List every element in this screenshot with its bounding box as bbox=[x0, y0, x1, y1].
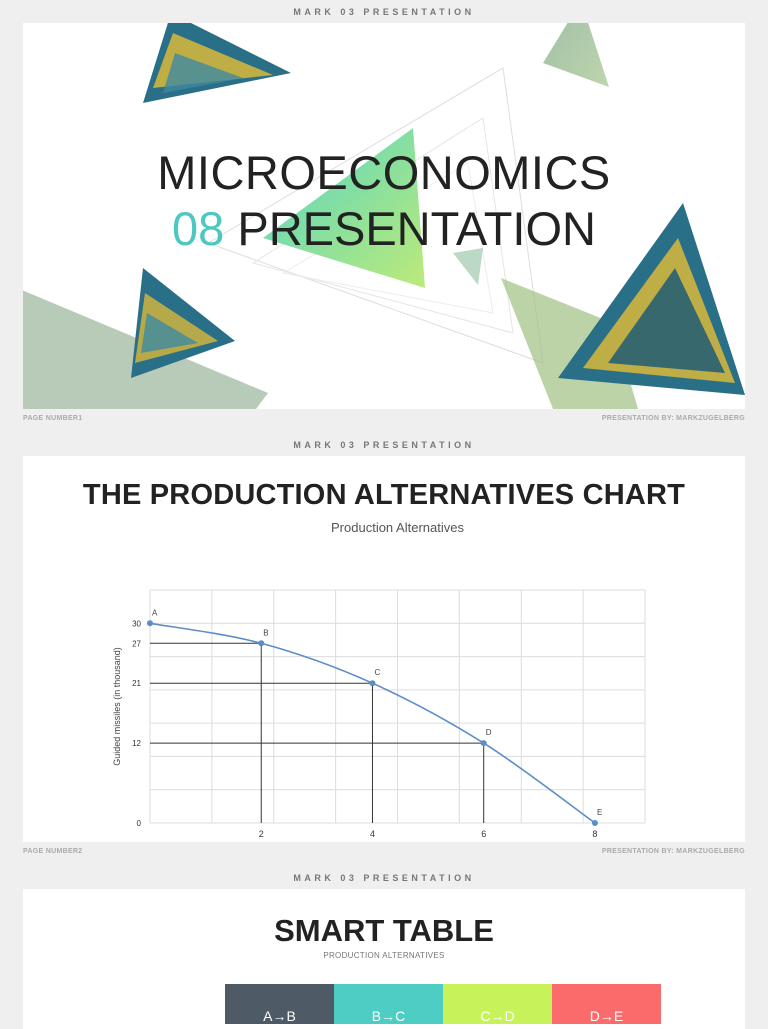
presented-by: PRESENTATION BY: MARKZUGELBERG bbox=[601, 848, 745, 855]
title-line-1: MICROECONOMICS bbox=[157, 146, 611, 199]
smart-table-header: A→B B→C C→D D→E bbox=[225, 984, 661, 1024]
y-tick-label: 12 bbox=[132, 739, 141, 748]
data-point-c bbox=[369, 680, 376, 687]
x-tick-label: 6 bbox=[481, 829, 486, 839]
presented-by: PRESENTATION BY: MARKZUGELBERG bbox=[601, 415, 745, 422]
chart-title: Production Alternatives bbox=[331, 520, 464, 535]
slide-header-label: MARK 03 PRESENTATION bbox=[293, 873, 475, 883]
slide-3-subheading: PRODUCTION ALTERNATIVES bbox=[323, 951, 445, 960]
data-point-d bbox=[480, 740, 487, 747]
table-header-b-c: B→C bbox=[334, 984, 443, 1024]
y-axis-label: Guided missiles (in thousand) bbox=[112, 647, 122, 766]
slide-1-title: MICROECONOMICS 08 PRESENTATION bbox=[23, 145, 745, 257]
table-header-a-b: A→B bbox=[225, 984, 334, 1024]
x-tick-label: 2 bbox=[259, 829, 264, 839]
center-gradient-triangle bbox=[263, 128, 425, 288]
slide-2: MARK 03 PRESENTATION THE PRODUCTION ALTE… bbox=[0, 433, 768, 866]
slide-2-canvas: THE PRODUCTION ALTERNATIVES CHART Produc… bbox=[23, 456, 745, 842]
table-header-d-e: D→E bbox=[552, 984, 661, 1024]
slide-2-heading: THE PRODUCTION ALTERNATIVES CHART bbox=[82, 479, 686, 511]
slide-3: MARK 03 PRESENTATION SMART TABLE PRODUCT… bbox=[0, 866, 768, 1029]
y-tick-label: 0 bbox=[137, 819, 142, 828]
data-point-e bbox=[591, 820, 598, 826]
point-label-b: B bbox=[263, 628, 268, 637]
x-tick-label: 8 bbox=[592, 829, 597, 839]
slide-header-label: MARK 03 PRESENTATION bbox=[293, 440, 475, 450]
page-number-value: 2 bbox=[78, 848, 83, 855]
slide-1-canvas: MICROECONOMICS 08 PRESENTATION bbox=[23, 23, 745, 409]
data-point-b bbox=[258, 640, 265, 647]
point-label-a: A bbox=[152, 608, 158, 617]
point-label-e: E bbox=[597, 808, 602, 817]
point-label-d: D bbox=[486, 728, 492, 737]
table-header-c-d: C→D bbox=[443, 984, 552, 1024]
page-number-value: 1 bbox=[78, 415, 83, 422]
x-tick-label: 4 bbox=[370, 829, 375, 839]
slide-3-heading: SMART TABLE bbox=[274, 913, 494, 948]
title-number: 08 bbox=[172, 202, 225, 255]
slide-3-canvas: SMART TABLE PRODUCTION ALTERNATIVES A→B … bbox=[23, 889, 745, 1029]
slide-1: MARK 03 PRESENTATION bbox=[0, 0, 768, 433]
slide-1-decoration bbox=[23, 23, 745, 409]
slide-header-label: MARK 03 PRESENTATION bbox=[293, 7, 475, 17]
production-chart: Production Alternatives A B C D E 2 4 6 8 0 12 21 27 3… bbox=[112, 520, 646, 839]
y-tick-label: 27 bbox=[132, 639, 141, 648]
title-line-2: 08 PRESENTATION bbox=[23, 201, 745, 257]
title-rest: PRESENTATION bbox=[237, 202, 596, 255]
y-tick-label: 21 bbox=[132, 679, 141, 688]
page-number-label: PAGE NUMBER2 bbox=[23, 848, 83, 855]
page-number-label: PAGE NUMBER1 bbox=[23, 415, 83, 422]
y-tick-label: 30 bbox=[132, 619, 141, 628]
data-point-a bbox=[147, 620, 153, 627]
point-label-c: C bbox=[374, 668, 380, 677]
